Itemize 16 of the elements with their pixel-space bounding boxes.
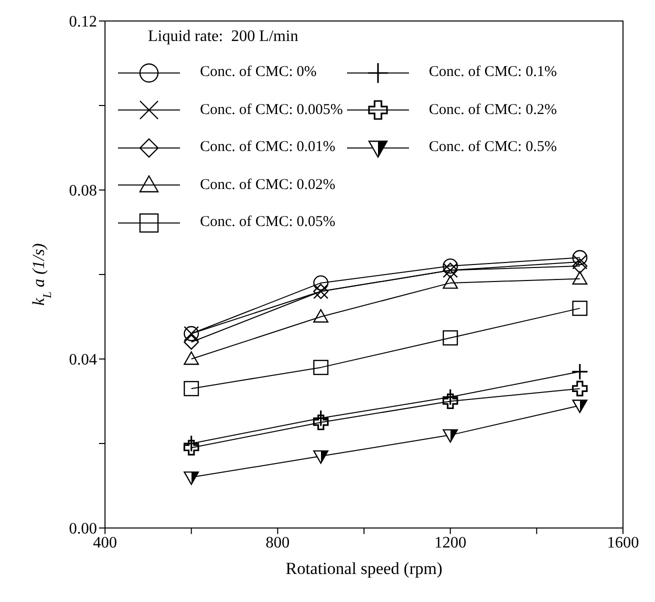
annotation: Liquid rate: 200 L/min [148, 28, 298, 46]
x-tick-label: 1200 [434, 534, 466, 552]
x-axis-title: Rotational speed (rpm) [286, 559, 442, 578]
legend-label: Conc. of CMC: 0.5% [428, 139, 557, 156]
legend-label: Conc. of CMC: 0% [200, 64, 317, 82]
legend-label: Conc. of CMC: 0.005% [200, 102, 343, 119]
legend-label: Conc. of CMC: 0.1% [428, 64, 557, 82]
x-tick-label: 800 [266, 534, 290, 552]
x-tick-label: 1600 [607, 534, 639, 552]
legend-label: Conc. of CMC: 0.2% [428, 102, 557, 119]
y-tick-label: 0.08 [69, 182, 97, 200]
legend-label: Conc. of CMC: 0.05% [200, 214, 336, 232]
legend-label: Conc. of CMC: 0.01% [200, 139, 336, 156]
y-tick-label: 0.12 [69, 14, 97, 31]
legend-label: Conc. of CMC: 0.02% [200, 176, 336, 194]
y-tick-label: 0.04 [69, 352, 97, 369]
